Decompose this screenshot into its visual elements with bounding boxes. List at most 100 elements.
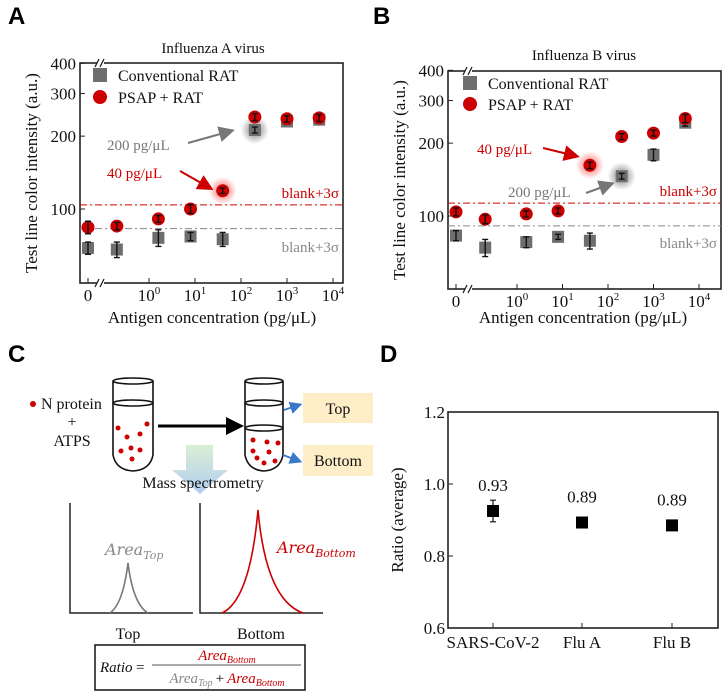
- error-bar: [650, 129, 657, 137]
- x-tick-label: 101: [184, 285, 207, 305]
- error-bar: [187, 204, 194, 214]
- top-phase-label: Top: [326, 401, 351, 418]
- error-bar: [618, 172, 625, 180]
- tube-mixed-icon: [112, 377, 154, 472]
- panel-label-a: A: [8, 3, 25, 30]
- n-protein-label: N protein: [41, 396, 102, 413]
- axis-break-gap: [97, 60, 104, 66]
- legend-marker-square-icon: [463, 76, 477, 90]
- error-bar: [251, 112, 258, 122]
- axis-break-gap: [465, 68, 472, 74]
- atps-label: ATPS: [53, 433, 90, 450]
- chromatogram-bottom-label: Bottom: [237, 626, 286, 643]
- y-tick-label: 100: [51, 200, 77, 219]
- y-tick-label: 1.0: [424, 475, 445, 494]
- equals-sign: =: [136, 660, 144, 676]
- panel-a-ylabel: Test line color intensity (a.u.): [22, 73, 41, 273]
- top-peak: [109, 562, 149, 614]
- data-label: 0.89: [657, 490, 687, 509]
- error-bar: [453, 207, 459, 217]
- denominator: AreaTop + AreaBottom: [168, 671, 284, 689]
- error-bar: [618, 132, 625, 141]
- legend-marker-square-icon: [93, 68, 107, 82]
- axis-break-gap: [465, 286, 472, 292]
- y-tick-label: 300: [51, 85, 77, 104]
- y-tick-label: 400: [419, 61, 445, 80]
- error-bar: [85, 220, 91, 235]
- chromatogram-top-label: Top: [116, 626, 141, 643]
- top-phase-arrow-icon: [283, 401, 303, 414]
- axis-break-mark: [94, 58, 105, 68]
- y-tick-label: 200: [419, 134, 445, 153]
- error-bar: [555, 233, 562, 241]
- error-bar: [187, 231, 194, 242]
- legend-label: Conventional RAT: [118, 68, 239, 85]
- x-tick-label: 100: [138, 285, 161, 305]
- annotation-arrow-icon: [179, 170, 214, 190]
- error-bar: [682, 113, 689, 124]
- y-tick-label: 200: [51, 127, 77, 146]
- y-tick-label: 0.6: [424, 619, 445, 638]
- error-bar: [316, 113, 323, 123]
- error-bar: [113, 241, 120, 259]
- bottom-phase-label: Bottom: [314, 453, 363, 470]
- bottom-phase-box: [303, 445, 373, 476]
- ratio-formula-box: [94, 644, 306, 691]
- plus-label: +: [67, 414, 76, 431]
- axis-break-mark: [462, 66, 473, 76]
- x-tick-label: Flu A: [563, 633, 602, 652]
- error-bar: [155, 229, 162, 248]
- tube-separated-dots: [250, 437, 281, 466]
- axis-break-mark: [462, 284, 473, 294]
- annotation-label: 200 pg/μL: [508, 185, 571, 201]
- annotation-label: 200 pg/μL: [107, 138, 170, 154]
- threshold-label: blank+3σ: [282, 186, 339, 202]
- panel-a-xlabel: Antigen concentration (pg/μL): [108, 308, 316, 327]
- x-tick-label: 0: [452, 292, 461, 311]
- panel-a-plot: 100 200 300 400 0 100 101 102 103 104 blank+3σ blan…: [51, 54, 345, 305]
- error-bar: [284, 114, 290, 123]
- x-tick-label: 103: [642, 291, 665, 311]
- n-protein-dot-icon: [30, 401, 36, 407]
- plot-frame: [79, 62, 344, 284]
- bottom-phase-arrow-icon: [282, 451, 303, 464]
- error-bar: [113, 221, 120, 231]
- bottom-peak: [221, 509, 304, 614]
- legend-label: PSAP + RAT: [118, 90, 203, 107]
- top-phase-box: [303, 393, 373, 423]
- data-label: 0.93: [478, 476, 508, 495]
- legend-marker-circle-icon: [463, 97, 477, 111]
- panel-d-ylabel: Ratio (average): [388, 467, 407, 572]
- x-tick-label: 103: [276, 285, 299, 305]
- bottom-chromatogram-axes: [199, 503, 323, 614]
- error-bar: [453, 229, 459, 242]
- panel-label-c: C: [8, 341, 25, 368]
- y-tick-label: 1.2: [424, 403, 445, 422]
- data-point: [487, 505, 499, 517]
- x-tick-label: Flu B: [653, 633, 691, 652]
- legend-marker-circle-icon: [93, 90, 107, 104]
- error-bar: [523, 236, 530, 249]
- axis-break-mark: [94, 278, 105, 288]
- legend-label: PSAP + RAT: [488, 97, 573, 114]
- panel-label-b: B: [373, 3, 390, 30]
- threshold-label: blank+3σ: [660, 236, 717, 252]
- error-bar: [482, 238, 489, 258]
- y-tick-label: 300: [419, 92, 445, 111]
- panel-c-diagram: N protein + ATPS Top Bottom: [30, 377, 373, 691]
- x-tick-label: SARS-CoV-2: [447, 633, 540, 652]
- x-tick-label: 100: [506, 291, 529, 311]
- numerator: AreaBottom: [197, 648, 256, 666]
- error-bar: [650, 148, 657, 162]
- error-bar: [155, 214, 162, 224]
- panel-b-title: Influenza B virus: [532, 48, 636, 64]
- axis-break-gap: [97, 280, 104, 286]
- x-tick-label: 104: [688, 291, 711, 311]
- x-tick-label: 0: [84, 286, 93, 305]
- plot-frame: [447, 411, 719, 629]
- x-tick-label: 101: [551, 291, 574, 311]
- y-tick-label: 0.8: [424, 547, 445, 566]
- error-bar: [85, 241, 91, 255]
- panel-b-xlabel: Antigen concentration (pg/μL): [479, 308, 687, 327]
